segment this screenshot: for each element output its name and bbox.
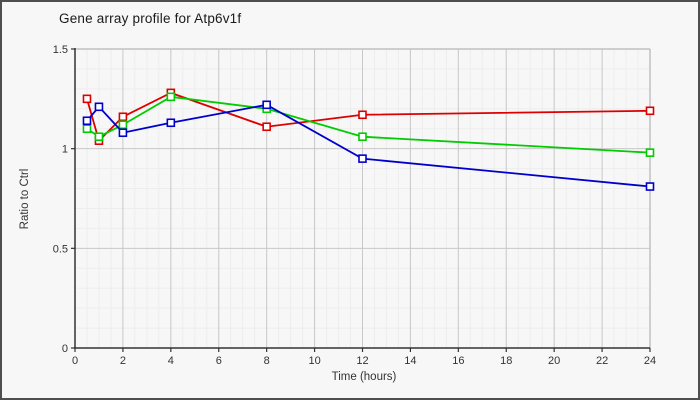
blue-series-line [86,103,651,188]
x-tick-label: 22 [596,355,608,367]
y-axis-label: Ratio to Ctrl [19,168,31,230]
x-tick-label: 24 [644,355,656,367]
y-tick-label: 0 [62,343,68,355]
green-series-marker [358,132,367,142]
blue-series-marker [94,102,104,112]
green-series-marker [82,124,92,134]
red-series-marker [118,112,128,122]
y-tick-label: 1 [62,144,68,156]
blue-series-marker [262,100,271,110]
x-tick-label: 4 [168,355,174,367]
green-series-marker [166,92,176,102]
x-tick-label: 0 [72,355,78,367]
x-tick-label: 20 [548,355,560,367]
blue-series-marker [645,182,655,191]
x-tick-label: 10 [308,355,320,367]
green-series-marker [118,120,128,130]
chart-title: Gene array profile for Atp6v1f [59,11,242,26]
green-series-marker [645,148,655,157]
x-tick-label: 16 [452,355,464,367]
x-tick-label: 12 [356,355,368,367]
x-tick-label: 2 [120,355,126,367]
red-series-marker [82,94,92,104]
blue-series-marker [82,116,92,126]
x-tick-label: 8 [264,355,270,367]
green-series-marker [94,132,104,142]
x-tick-label: 6 [216,355,222,367]
red-series-marker [645,106,655,116]
blue-series-marker [358,154,367,163]
blue-series-marker [118,128,128,138]
x-tick-label: 14 [404,355,416,367]
red-series-marker [262,122,271,132]
blue-series-marker [166,118,176,128]
red-series-marker [358,110,367,120]
x-axis-label: Time (hours) [331,371,397,383]
y-tick-label: 0.5 [53,243,68,255]
y-tick-label: 1.5 [53,44,68,56]
x-tick-label: 18 [500,355,512,367]
